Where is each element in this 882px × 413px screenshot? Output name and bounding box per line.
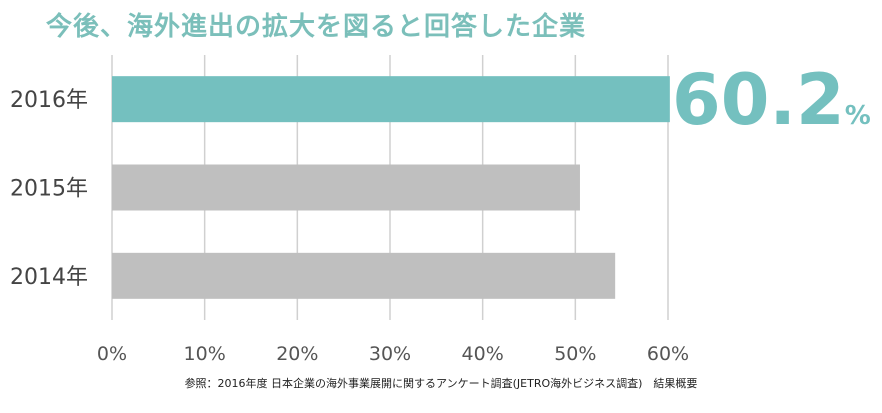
bar-2015年 xyxy=(112,164,580,211)
highlight-number: 60.2 xyxy=(672,59,845,141)
category-label: 2015年 xyxy=(10,177,88,202)
x-tick-label: 10% xyxy=(184,343,226,365)
source-note: 参照：2016年度 日本企業の海外事業展開に関するアンケート調査(JETRO海外… xyxy=(184,377,698,390)
bar-2014年 xyxy=(112,252,616,299)
x-tick-label: 40% xyxy=(462,343,504,365)
highlight-value: 60.2% xyxy=(672,62,871,138)
x-tick-label: 50% xyxy=(554,343,596,365)
x-tick-label: 60% xyxy=(647,343,689,365)
category-label: 2016年 xyxy=(10,88,88,113)
x-tick-label: 30% xyxy=(369,343,411,365)
bar-2016年 xyxy=(112,76,670,123)
x-tick-label: 0% xyxy=(97,343,127,365)
chart-title: 今後、海外進出の拡大を図ると回答した企業 xyxy=(46,12,587,42)
highlight-unit: % xyxy=(844,101,871,131)
x-tick-label: 20% xyxy=(276,343,318,365)
category-label: 2014年 xyxy=(10,265,88,290)
